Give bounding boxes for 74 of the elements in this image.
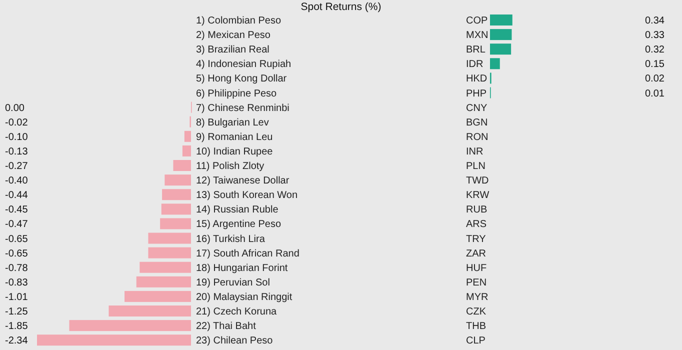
data-label: -0.45: [5, 204, 28, 216]
data-label: -0.27: [5, 161, 28, 172]
y-tick-label: 21) Czech Koruna: [196, 306, 278, 318]
y-tick-label: 19) Peruvian Sol: [196, 277, 270, 288]
data-label: -1.85: [5, 321, 28, 332]
y-tick-label: MXN: [466, 30, 488, 42]
data-label: -0.02: [5, 117, 28, 128]
data-label: -0.10: [5, 132, 28, 143]
y-tick-label: KRW: [466, 190, 490, 202]
y-tick-label: BRL: [466, 44, 486, 56]
y-tick-label: 10) Indian Rupee: [196, 146, 274, 158]
bar: [490, 29, 512, 40]
y-tick-label: IDR: [466, 59, 484, 70]
data-label: 0.15: [645, 59, 665, 70]
y-tick-label: TRY: [466, 234, 486, 245]
y-tick-label: 2) Mexican Peso: [196, 30, 271, 42]
data-label: -0.40: [5, 176, 28, 187]
y-tick-label: RUB: [466, 204, 488, 216]
y-tick-label: PHP: [466, 88, 487, 100]
y-tick-label: INR: [466, 146, 484, 158]
y-tick-label: 22) Thai Baht: [196, 321, 256, 332]
y-tick-label: 9) Romanian Leu: [196, 132, 273, 143]
y-tick-label: BGN: [466, 117, 488, 128]
y-tick-label: 4) Indonesian Rupiah: [196, 59, 292, 70]
y-tick-label: CZK: [466, 306, 486, 318]
y-tick-label: 14) Russian Ruble: [196, 204, 279, 216]
y-tick-label: ARS: [466, 219, 487, 230]
y-tick-label: 7) Chinese Renminbi: [196, 102, 290, 114]
y-tick-label: PLN: [466, 161, 486, 172]
data-label: 0.02: [645, 74, 665, 85]
data-label: -0.65: [5, 234, 28, 245]
bar: [490, 14, 512, 26]
y-tick-label: 23) Chilean Peso: [196, 336, 274, 347]
y-tick-label: TWD: [466, 176, 489, 187]
y-tick-label: 12) Taiwanese Dollar: [196, 176, 290, 187]
y-tick-label: 20) Malaysian Ringgit: [196, 292, 292, 303]
y-tick-label: 16) Turkish Lira: [196, 234, 266, 245]
y-tick-label: COP: [466, 16, 488, 26]
data-label: 0.00: [5, 102, 25, 114]
data-label: -2.34: [5, 336, 28, 347]
y-tick-label: 18) Hungarian Forint: [196, 262, 288, 274]
y-tick-label: 13) South Korean Won: [196, 190, 298, 202]
data-label: -0.83: [5, 277, 28, 288]
y-tick-label: 6) Philippine Peso: [196, 88, 278, 100]
y-tick-label: RON: [466, 132, 488, 143]
data-label: -1.01: [5, 292, 28, 303]
data-label: -0.47: [5, 219, 28, 230]
y-tick-label: ZAR: [466, 248, 486, 260]
y-tick-label: CNY: [466, 102, 488, 114]
y-tick-label: CLP: [466, 336, 486, 347]
data-label: 0.32: [645, 44, 665, 56]
y-tick-label: 5) Hong Kong Dollar: [196, 74, 288, 85]
y-tick-label: MYR: [466, 292, 488, 303]
data-label: 0.01: [645, 88, 665, 100]
y-tick-label: 8) Bulgarian Lev: [196, 117, 269, 128]
data-label: -0.78: [5, 262, 28, 274]
y-tick-label: 1) Colombian Peso: [196, 16, 282, 26]
y-tick-label: PEN: [466, 277, 487, 288]
bar: [490, 44, 512, 55]
bar: [490, 58, 500, 70]
y-tick-label: HUF: [466, 262, 487, 274]
text: Spot Returns (%): [300, 1, 382, 13]
data-label: -0.44: [5, 190, 28, 202]
data-label: -1.25: [5, 306, 28, 318]
data-label: 0.34: [645, 16, 665, 26]
y-tick-label: 15) Argentine Peso: [196, 219, 282, 230]
y-tick-label: THB: [466, 321, 486, 332]
y-tick-label: 3) Brazilian Real: [196, 44, 270, 56]
data-label: 0.33: [645, 30, 665, 42]
data-label: -0.65: [5, 248, 28, 260]
y-tick-label: HKD: [466, 74, 488, 85]
data-label: -0.13: [5, 146, 28, 158]
y-tick-label: 11) Polish Zloty: [196, 161, 264, 172]
y-tick-label: 17) South African Rand: [196, 248, 300, 260]
